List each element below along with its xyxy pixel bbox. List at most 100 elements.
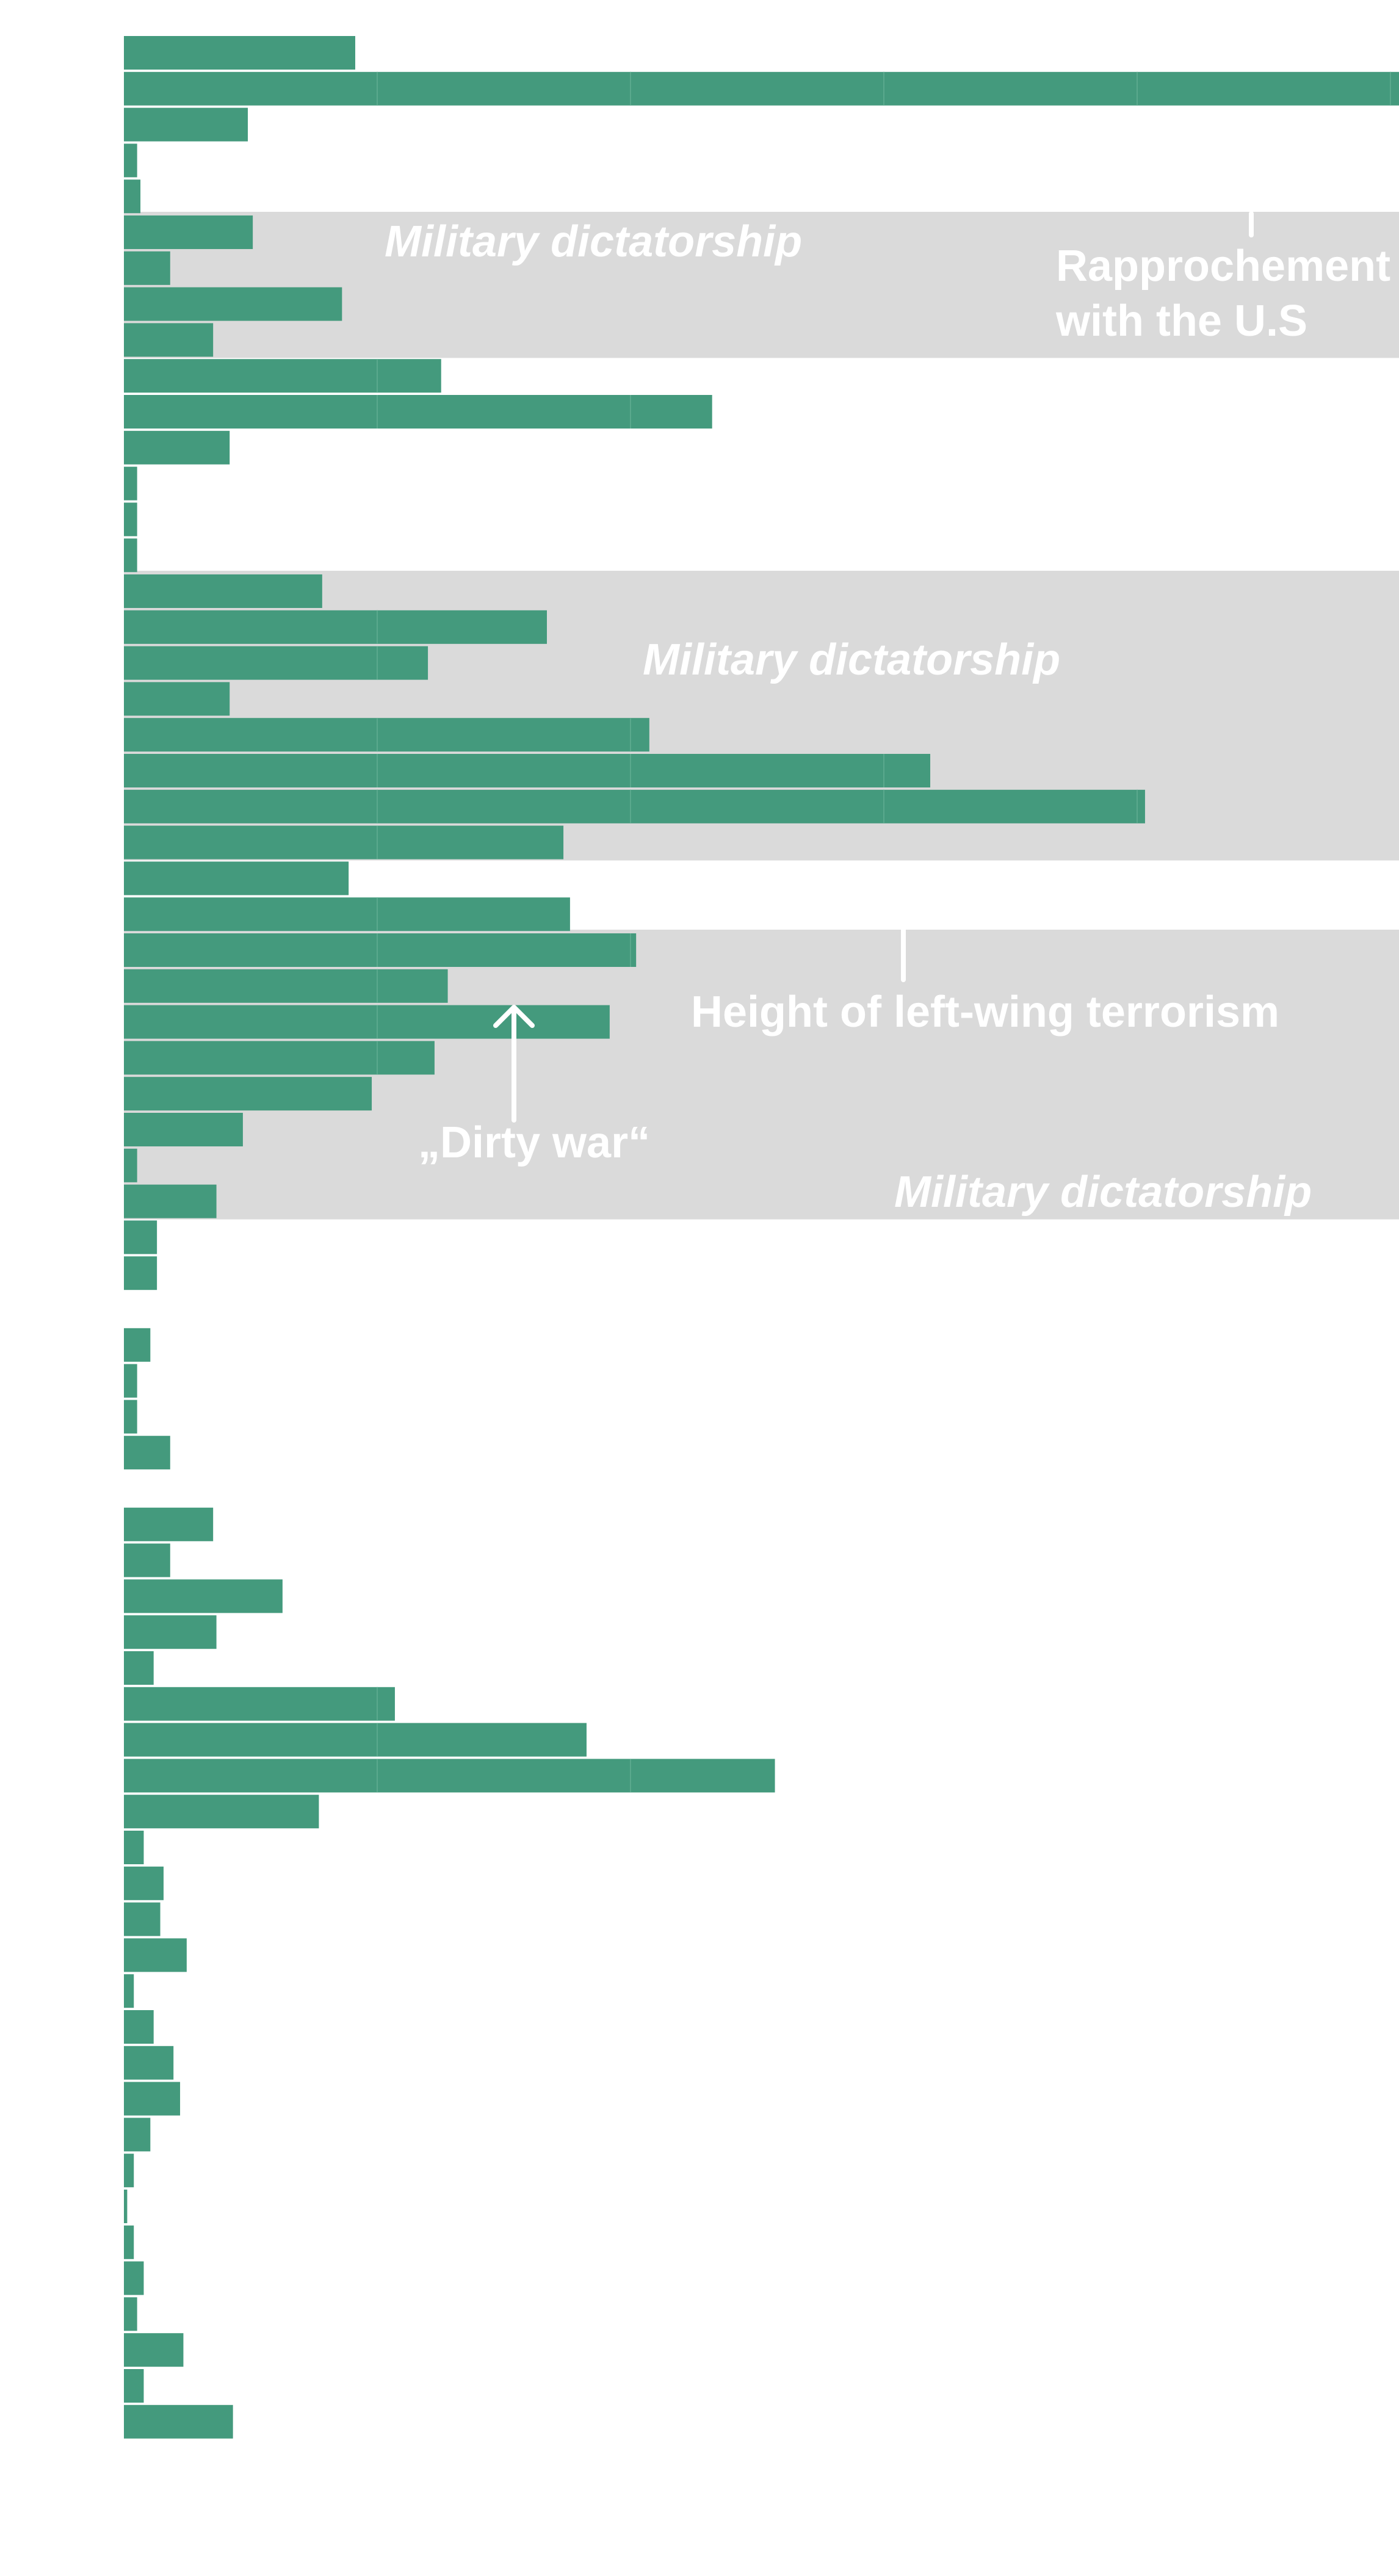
bar-rect-33 (124, 1184, 217, 1218)
bar-31 (124, 1113, 243, 1146)
bar-3 (124, 107, 248, 142)
bar-22 (124, 789, 1145, 823)
bar-rect-12 (124, 430, 230, 465)
bar-rect-13 (124, 466, 137, 501)
terrorism-arrow (883, 867, 924, 982)
bar-rect-47 (124, 1687, 395, 1721)
bar-rect-53 (124, 1902, 161, 1936)
bar-39 (124, 1400, 137, 1434)
bar-rect-17 (124, 610, 547, 644)
bar-rect-66 (124, 2369, 144, 2403)
bar-17 (124, 610, 547, 644)
bar-rect-37 (124, 1328, 151, 1362)
bar-25 (124, 897, 570, 932)
bar-rect-8 (124, 287, 342, 321)
bar-54 (124, 1938, 187, 1972)
bar-43 (124, 1543, 170, 1577)
bar-rect-30 (124, 1077, 372, 1111)
bar-rect-2 (124, 71, 1399, 106)
bar-rect-3 (124, 107, 248, 142)
bar-rect-31 (124, 1113, 243, 1146)
bar-rect-52 (124, 1866, 164, 1900)
bar-rect-11 (124, 395, 712, 429)
bar-rect-4 (124, 143, 137, 178)
bar-53 (124, 1902, 161, 1936)
bar-35 (124, 1256, 157, 1290)
bar-15 (124, 538, 137, 573)
bar-rect-62 (124, 2225, 134, 2259)
bar-29 (124, 1041, 435, 1075)
bar-32 (124, 1148, 137, 1182)
bar-rect-49 (124, 1759, 775, 1793)
bar-rect-15 (124, 538, 137, 573)
bar-rect-28 (124, 1005, 610, 1039)
bar-rect-40 (124, 1436, 170, 1470)
bar-51 (124, 1831, 144, 1864)
bar-rect-43 (124, 1543, 170, 1577)
period-band-1 (124, 212, 1399, 358)
bar-rect-48 (124, 1723, 587, 1757)
bar-rect-32 (124, 1148, 137, 1182)
bar-12 (124, 430, 230, 465)
bar-rect-35 (124, 1256, 157, 1290)
rapprochement-label: Rapprochement with the U.S (1055, 242, 1399, 346)
bar-rect-55 (124, 1974, 134, 2008)
bar-rect-50 (124, 1795, 319, 1829)
bar-24 (124, 861, 349, 895)
bar-rect-23 (124, 825, 564, 859)
bar-67 (124, 2404, 233, 2439)
bar-14 (124, 502, 137, 537)
terrorism-label: Height of left-wing terrorism (691, 988, 1279, 1037)
dirty-war-arrow (493, 1005, 535, 1123)
dirty-war-label: „Dirty war“ (418, 1118, 650, 1167)
bar-37 (124, 1328, 151, 1362)
bar-7 (124, 251, 170, 285)
bar-rect-19 (124, 682, 230, 716)
bar-rect-27 (124, 969, 448, 1003)
bar-4 (124, 143, 137, 178)
bar-rect-18 (124, 646, 428, 680)
bar-rect-26 (124, 933, 637, 967)
bar-rect-46 (124, 1651, 154, 1685)
rapprochement-label-line-2: with the U.S (1055, 297, 1307, 346)
bar-8 (124, 287, 342, 321)
bar-rect-51 (124, 1831, 144, 1864)
bar-rect-14 (124, 502, 137, 537)
bar-rect-65 (124, 2333, 184, 2367)
bar-rect-7 (124, 251, 170, 285)
bar-rect-38 (124, 1364, 137, 1398)
bar-44 (124, 1579, 283, 1613)
bar-26 (124, 933, 637, 967)
bar-23 (124, 825, 564, 859)
bars-layer (124, 36, 1399, 2439)
bar-46 (124, 1651, 154, 1685)
bar-rect-25 (124, 897, 570, 932)
bar-rect-44 (124, 1579, 283, 1613)
bar-63 (124, 2261, 144, 2295)
bar-1 (124, 36, 355, 70)
bar-rect-63 (124, 2261, 144, 2295)
bar-13 (124, 466, 137, 501)
bar-47 (124, 1687, 395, 1721)
bar-rect-5 (124, 179, 141, 214)
bar-58 (124, 2082, 181, 2116)
bar-rect-57 (124, 2046, 174, 2080)
bar-45 (124, 1615, 217, 1649)
bar-rect-16 (124, 574, 322, 608)
bar-11 (124, 395, 712, 429)
bar-9 (124, 323, 214, 357)
bar-rect-56 (124, 2010, 154, 2044)
bar-rect-22 (124, 789, 1145, 823)
bar-rect-6 (124, 215, 253, 249)
bar-52 (124, 1866, 164, 1900)
bar-rect-58 (124, 2082, 181, 2116)
bar-rect-21 (124, 754, 931, 787)
bar-64 (124, 2297, 137, 2331)
bar-rect-45 (124, 1615, 217, 1649)
bar-59 (124, 2118, 151, 2152)
bar-60 (124, 2154, 134, 2188)
bar-30 (124, 1077, 372, 1111)
bar-61 (124, 2190, 128, 2223)
bar-rect-59 (124, 2118, 151, 2152)
